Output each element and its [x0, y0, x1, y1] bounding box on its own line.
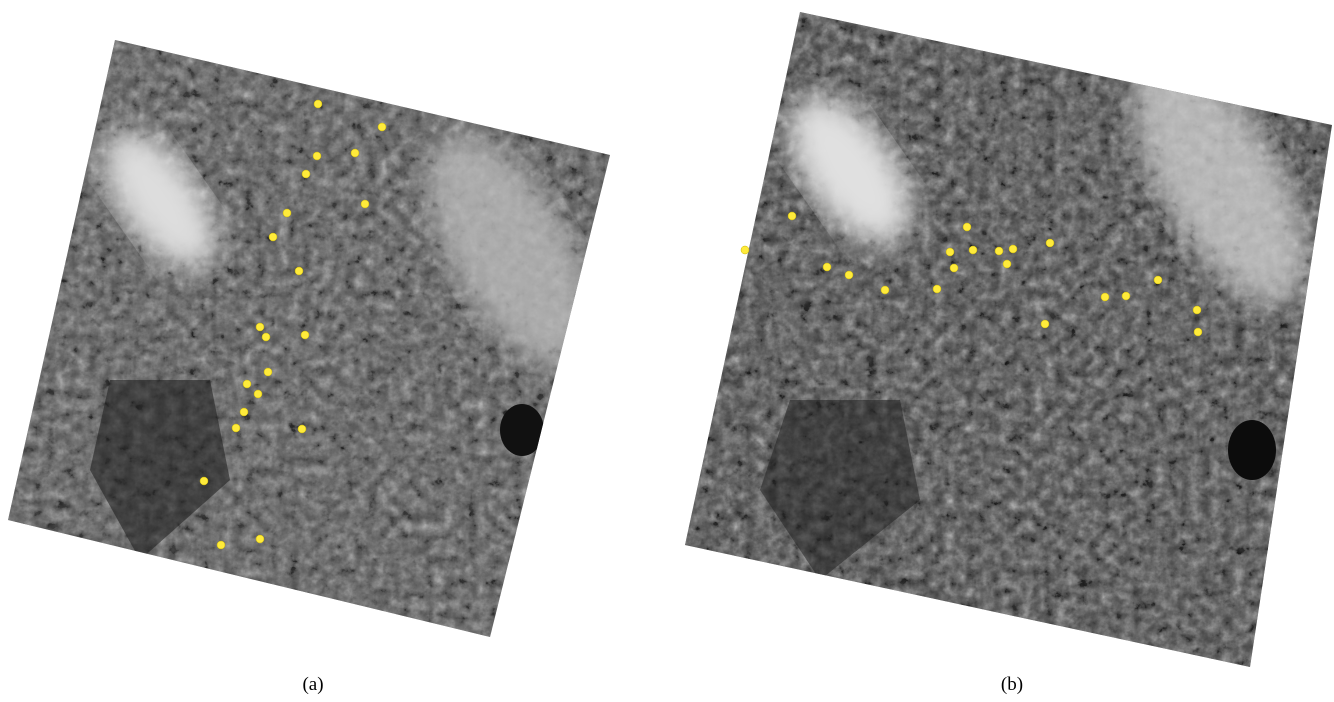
- satellite-image-b: [680, 0, 1334, 680]
- caption: (a): [302, 674, 323, 695]
- caption: (b): [1001, 674, 1023, 695]
- figure: (a) (b): [0, 0, 1334, 702]
- satellite-image-a: [0, 30, 627, 650]
